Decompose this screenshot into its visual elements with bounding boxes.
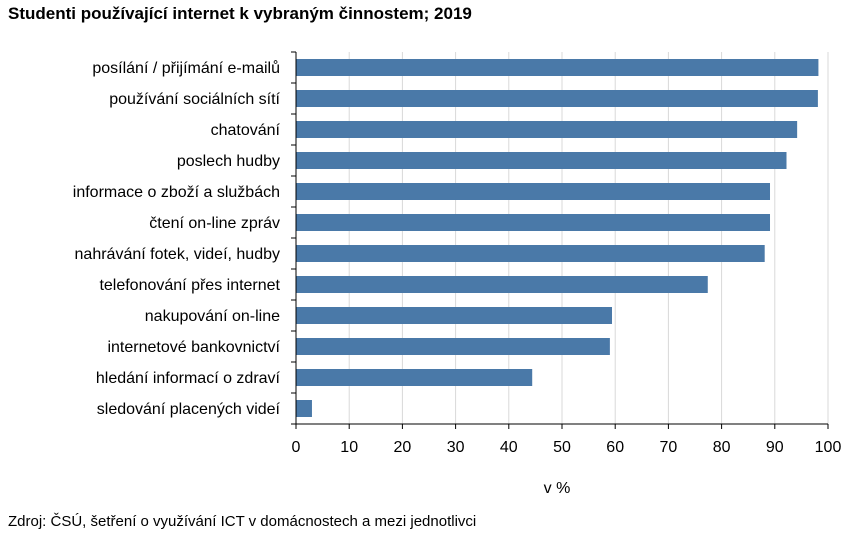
category-label: sledování placených videí — [97, 401, 281, 418]
x-tick-label: 40 — [500, 439, 518, 456]
axes — [291, 51, 829, 429]
category-label: používání sociálních sítí — [109, 91, 280, 108]
x-tick-label: 0 — [292, 439, 301, 456]
x-tick-label: 10 — [340, 439, 358, 456]
bar — [296, 214, 771, 231]
bars — [296, 59, 819, 417]
x-tick-label: 90 — [766, 439, 784, 456]
bar — [296, 183, 771, 200]
bar — [296, 338, 610, 355]
chart-title: Studenti používající internet k vybraným… — [8, 4, 472, 23]
x-tick-label: 70 — [660, 439, 678, 456]
category-labels: posílání / přijímání e-mailů používání so… — [73, 59, 281, 418]
source-note: Zdroj: ČSÚ, šetření o využívání ICT v do… — [8, 513, 477, 530]
bar — [296, 90, 818, 107]
x-tick-label: 100 — [815, 439, 842, 456]
bar — [296, 400, 312, 417]
bar — [296, 276, 708, 293]
bar — [296, 59, 819, 76]
x-tick-label: 20 — [394, 439, 412, 456]
bar — [296, 152, 787, 169]
bar — [296, 121, 798, 138]
bar — [296, 245, 765, 262]
x-tick-label: 50 — [553, 439, 571, 456]
x-axis-label: v % — [544, 480, 571, 497]
x-tick-label: 30 — [447, 439, 465, 456]
category-label: internetové bankovnictví — [107, 339, 280, 356]
bar — [296, 369, 533, 386]
category-label: chatování — [211, 122, 281, 139]
category-label: posílání / přijímání e-mailů — [92, 59, 280, 77]
bar — [296, 307, 613, 324]
category-label: nahrávání fotek, videí, hudby — [75, 246, 280, 263]
x-tick-labels: 0 10 20 30 40 50 60 70 80 90 100 — [292, 439, 842, 456]
category-label: čtení on-line zpráv — [149, 215, 280, 232]
gridlines — [348, 52, 829, 424]
category-label: telefonování přes internet — [99, 277, 280, 294]
category-label: hledání informací o zdraví — [96, 370, 281, 387]
category-label: informace o zboží a službách — [73, 184, 280, 201]
x-tick-label: 80 — [713, 439, 731, 456]
category-label: poslech hudby — [177, 153, 280, 170]
category-label: nakupování on-line — [145, 308, 280, 325]
x-tick-label: 60 — [606, 439, 624, 456]
